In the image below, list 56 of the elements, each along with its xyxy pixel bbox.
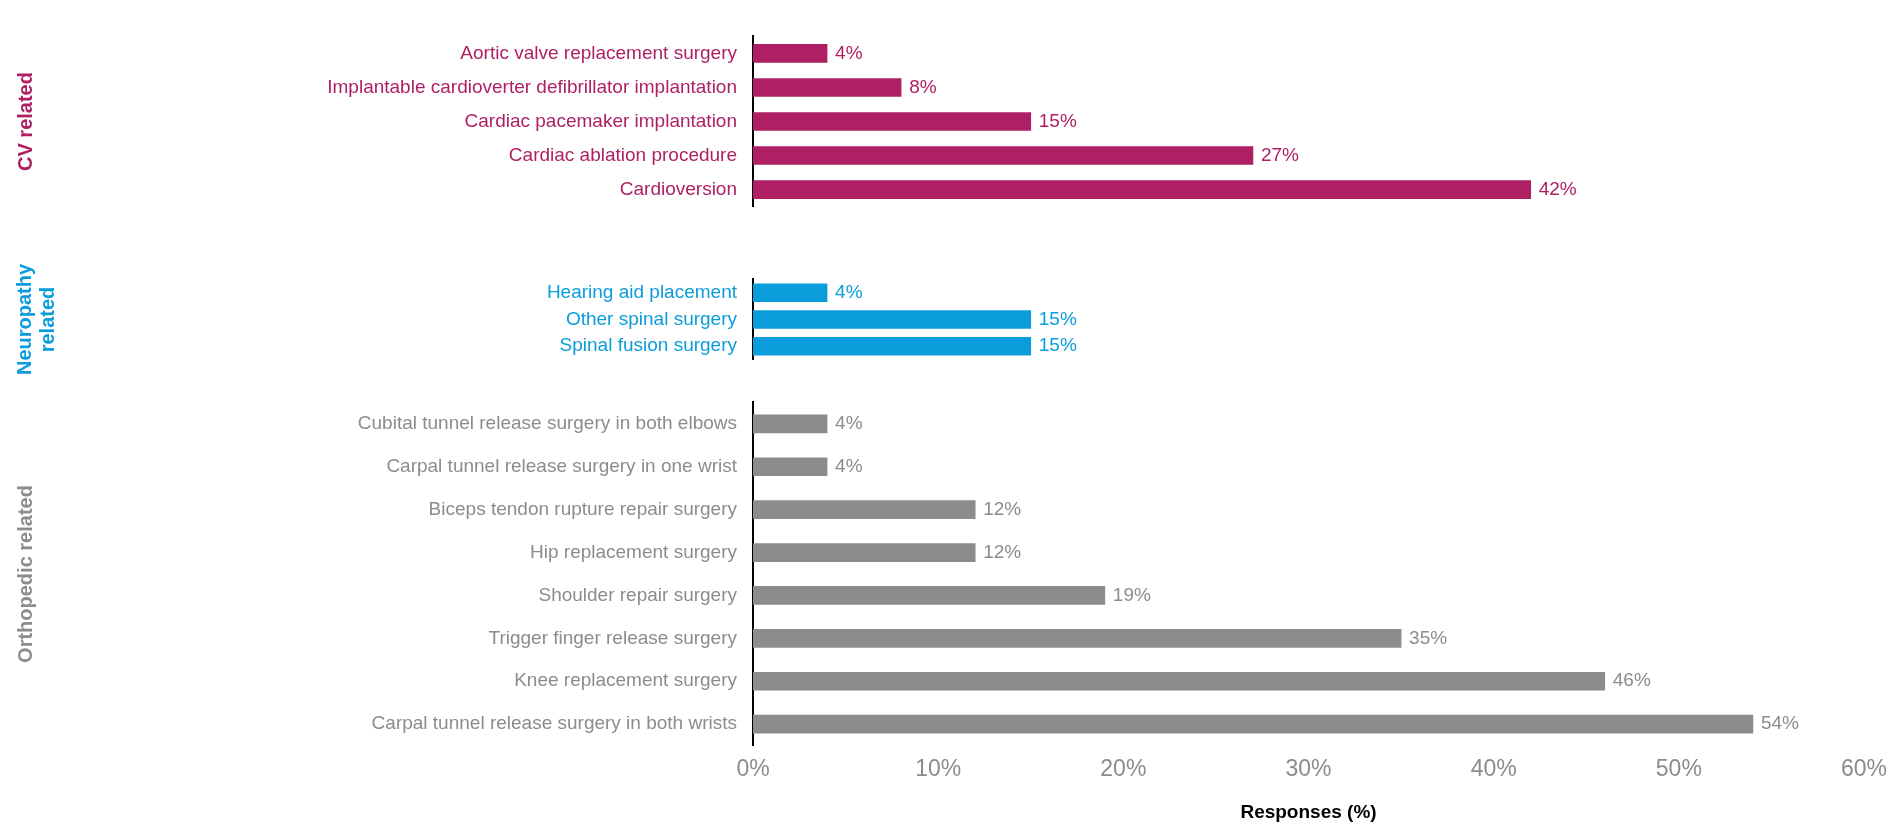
- y-tick-label: Carpal tunnel release surgery in both wrists: [371, 712, 737, 734]
- data-label: 54%: [1760, 712, 1800, 734]
- x-tick-label: 20%: [1100, 754, 1147, 781]
- y-tick-label: Knee replacement surgery: [514, 669, 738, 691]
- data-label: 35%: [1409, 626, 1448, 648]
- data-label: 46%: [1612, 669, 1651, 691]
- x-tick-label: 50%: [1655, 754, 1702, 781]
- bar: [753, 44, 828, 63]
- data-label: 4%: [835, 41, 863, 63]
- y-tick-label: Implantable cardioverter defibrillator implantation: [327, 75, 737, 97]
- bar: [753, 586, 1106, 605]
- y-tick-label: Cubital tunnel release surgery in both elbows: [357, 412, 737, 434]
- data-label: 12%: [983, 540, 1022, 562]
- data-label: 4%: [835, 281, 863, 302]
- bar: [753, 714, 1754, 734]
- y-tick-label: Other spinal surgery: [565, 307, 738, 329]
- bar: [753, 543, 976, 562]
- x-tick-label: 40%: [1470, 754, 1517, 781]
- bar: [753, 180, 1532, 199]
- x-tick-label: 30%: [1285, 754, 1332, 781]
- bar: [753, 671, 1606, 691]
- bar: [753, 112, 1032, 131]
- bar: [753, 78, 902, 97]
- bar: [753, 146, 1254, 165]
- y-tick-label: Hearing aid placement: [546, 281, 738, 302]
- data-label: 42%: [1538, 177, 1577, 199]
- x-tick-label: 0%: [736, 754, 770, 781]
- y-tick-label: Cardiac pacemaker implantation: [464, 109, 737, 131]
- bar: [753, 457, 828, 477]
- data-label: 27%: [1260, 143, 1300, 165]
- data-label: 15%: [1038, 307, 1077, 329]
- y-tick-label: Trigger finger release surgery: [488, 626, 738, 648]
- x-tick-label: 60%: [1840, 754, 1888, 781]
- data-label: 4%: [835, 454, 863, 476]
- data-label: 15%: [1038, 109, 1077, 131]
- y-tick-label: Cardioversion: [619, 177, 737, 199]
- data-label: 4%: [835, 412, 863, 434]
- y-tick-label: Spinal fusion surgery: [559, 334, 738, 356]
- y-tick-label: Carpal tunnel release surgery in one wrist: [386, 454, 738, 476]
- data-label: 19%: [1112, 583, 1151, 605]
- bar: [753, 414, 828, 434]
- bar: [753, 500, 976, 519]
- y-tick-label: Aortic valve replacement surgery: [460, 41, 738, 63]
- y-tick-label: Cardiac ablation procedure: [508, 143, 737, 165]
- data-label: 15%: [1038, 334, 1077, 356]
- y-axis-title: CV related: [13, 72, 36, 171]
- y-axis-title: Neuropathy related: [13, 263, 59, 376]
- data-label: 8%: [909, 75, 937, 97]
- y-tick-label: Shoulder repair surgery: [538, 583, 738, 605]
- data-label: 12%: [983, 497, 1022, 519]
- bar: [753, 629, 1402, 648]
- x-tick-label: 10%: [915, 754, 962, 781]
- y-tick-label: Hip replacement surgery: [530, 540, 738, 562]
- y-axis-title: Orthopedic related: [13, 485, 36, 663]
- y-tick-label: Biceps tendon rupture repair surgery: [428, 497, 738, 519]
- x-axis-title: Responses (%): [1240, 800, 1377, 822]
